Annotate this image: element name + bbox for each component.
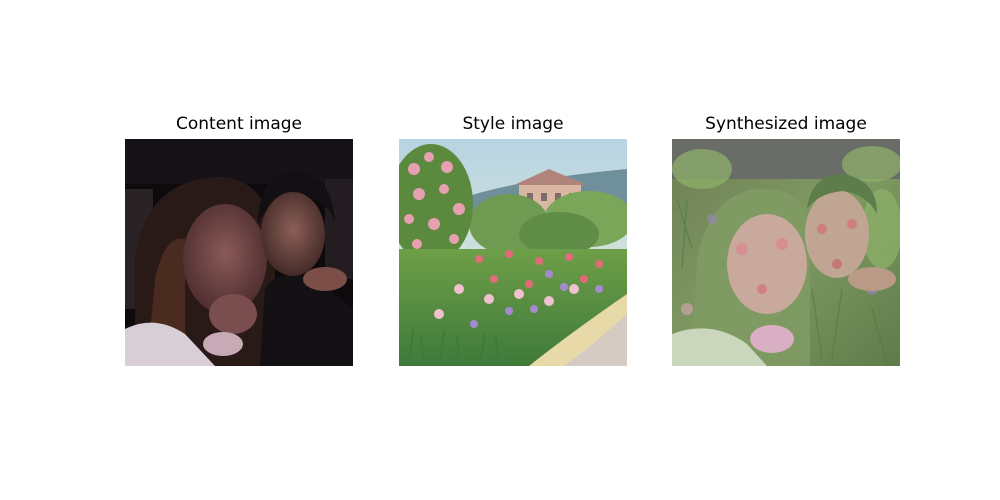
content-image-title: Content image	[176, 114, 302, 134]
synthesized-image-title: Synthesized image	[705, 114, 867, 134]
style-image-title: Style image	[462, 114, 564, 134]
content-image	[125, 139, 353, 366]
style-image	[399, 139, 627, 366]
synthesized-image	[672, 139, 900, 366]
